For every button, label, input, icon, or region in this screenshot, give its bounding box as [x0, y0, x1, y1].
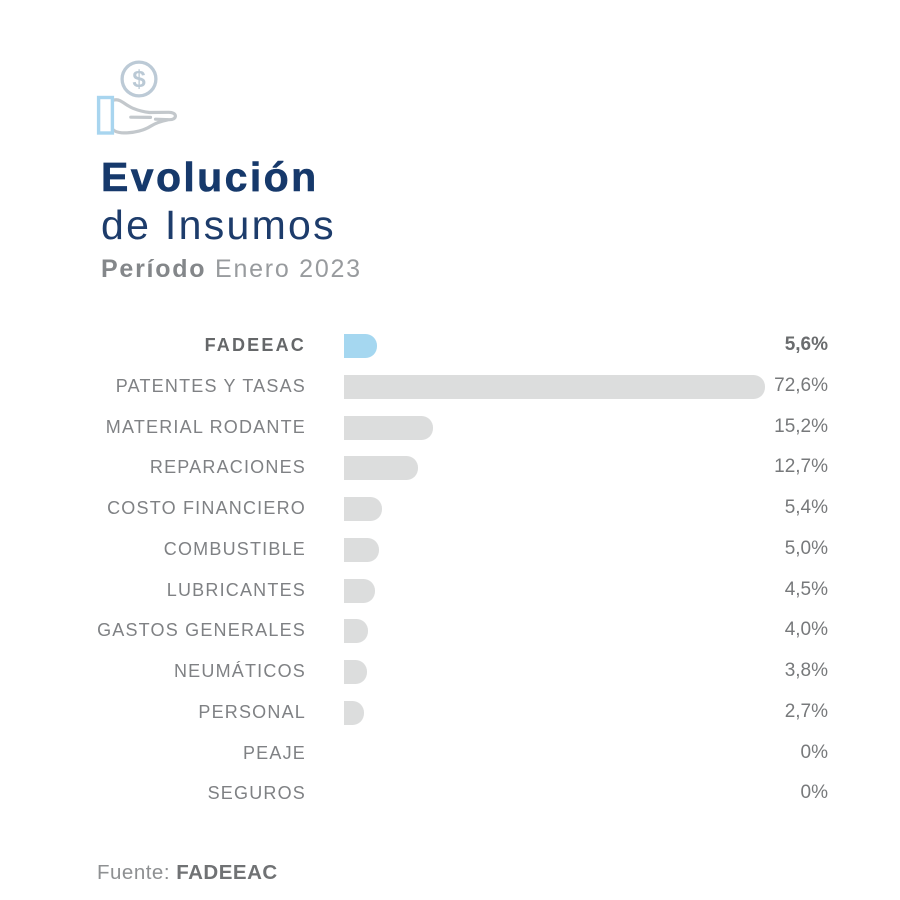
svg-text:$: $	[132, 66, 146, 93]
